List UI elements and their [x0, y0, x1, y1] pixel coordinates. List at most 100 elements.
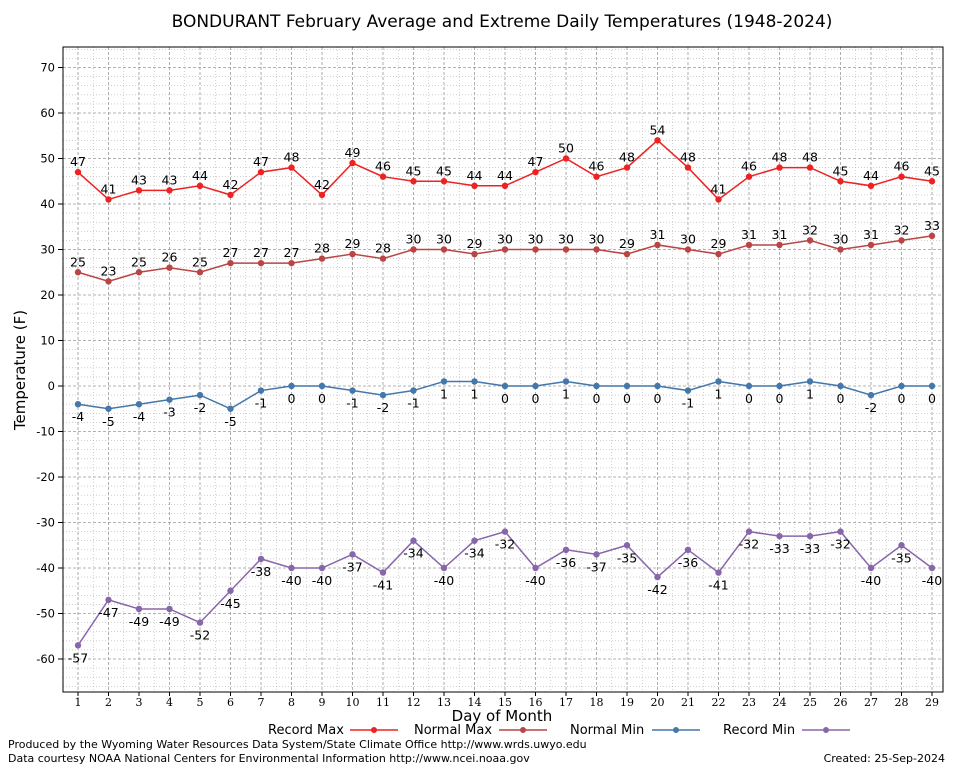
data-label-normal-min: 1 — [715, 386, 723, 401]
data-label-normal-max: 31 — [772, 227, 788, 242]
data-label-normal-max: 32 — [894, 222, 910, 237]
data-label-record-min: -40 — [525, 573, 545, 588]
data-point-record-min — [227, 587, 234, 594]
data-label-record-max: 46 — [894, 159, 910, 174]
data-point-record-max — [623, 164, 631, 171]
data-label-record-min: -35 — [891, 550, 911, 565]
data-point-normal-min — [562, 378, 570, 385]
data-point-record-min — [349, 551, 356, 558]
data-label-normal-max: 30 — [497, 232, 513, 247]
data-label-normal-min: -4 — [133, 409, 146, 424]
data-point-normal-min — [440, 378, 448, 385]
data-point-normal-max — [166, 264, 173, 271]
data-point-normal-min — [837, 382, 844, 390]
data-label-normal-min: 0 — [898, 391, 906, 406]
data-label-record-max: 43 — [131, 172, 147, 187]
data-label-record-min: -35 — [617, 550, 637, 565]
data-point-record-max — [410, 178, 417, 185]
data-label-record-min: -34 — [403, 546, 423, 561]
x-tick-label: 28 — [895, 696, 909, 709]
data-label-record-min: -33 — [769, 541, 789, 556]
y-tick-label: -10 — [36, 425, 55, 439]
data-label-normal-min: -5 — [224, 414, 236, 429]
series-normal-max: 25 23 25 26 25 27 27 27 28 29 28 30 30 29 30 30 30 30 29 31… — [70, 218, 940, 285]
data-point-record-min — [471, 537, 478, 544]
data-label-record-min: -40 — [922, 573, 942, 588]
data-point-normal-min — [196, 391, 204, 399]
data-point-normal-min — [776, 382, 783, 390]
data-point-normal-min — [928, 382, 936, 390]
data-label-normal-min: -1 — [346, 396, 358, 411]
data-label-normal-max: 23 — [101, 263, 117, 278]
footer-created-date: Created: 25-Sep-2024 — [824, 752, 945, 765]
data-label-record-max: 48 — [772, 150, 788, 165]
data-point-record-min — [837, 528, 844, 535]
footer-produced-by: Produced by the Wyoming Water Resources … — [8, 738, 587, 751]
data-point-normal-min — [379, 391, 387, 399]
x-tick-label: 6 — [227, 696, 234, 709]
data-label-normal-max: 32 — [802, 222, 818, 237]
legend-marker-normal-max — [520, 727, 526, 733]
data-point-record-max — [684, 164, 692, 171]
data-point-normal-max — [562, 246, 570, 253]
data-point-normal-max — [501, 246, 509, 253]
data-label-normal-min: 1 — [806, 386, 814, 401]
data-label-normal-min: -3 — [163, 405, 175, 420]
data-point-normal-max — [745, 241, 753, 249]
y-tick-label: -40 — [36, 561, 55, 575]
data-label-record-min: -32 — [739, 537, 759, 552]
data-point-normal-min — [257, 387, 265, 394]
data-label-record-max: 42 — [223, 177, 239, 192]
data-label-record-max: 48 — [802, 150, 818, 165]
data-label-normal-min: 1 — [440, 386, 448, 401]
data-point-normal-max — [379, 255, 387, 262]
data-label-normal-min: 0 — [288, 391, 296, 406]
data-point-record-max — [74, 168, 82, 176]
data-point-record-min — [898, 542, 905, 549]
data-point-record-min — [379, 569, 387, 576]
x-tick-label: 3 — [136, 696, 143, 709]
x-tick-label: 10 — [346, 696, 360, 709]
data-point-record-max — [501, 182, 509, 189]
data-point-record-max — [837, 178, 844, 185]
data-point-normal-max — [257, 259, 265, 267]
x-tick-label: 1 — [75, 696, 82, 709]
data-label-record-min: -36 — [678, 555, 698, 570]
x-tick-label: 25 — [803, 696, 817, 709]
data-point-record-min — [867, 564, 875, 572]
x-tick-label: 14 — [468, 696, 482, 709]
data-point-normal-max — [654, 241, 661, 249]
legend-label-record-min: Record Min — [723, 723, 795, 738]
data-point-normal-min — [410, 387, 417, 394]
data-label-normal-max: 29 — [711, 236, 727, 251]
x-tick-label: 16 — [529, 696, 543, 709]
data-point-normal-min — [898, 382, 905, 390]
data-label-normal-max: 31 — [741, 227, 757, 242]
data-point-record-max — [806, 164, 814, 171]
data-label-record-max: 46 — [741, 159, 757, 174]
data-label-normal-max: 31 — [650, 227, 666, 242]
x-tick-label: 8 — [288, 696, 295, 709]
data-point-normal-min — [227, 405, 234, 412]
data-point-record-max — [257, 168, 265, 176]
data-point-normal-max — [593, 246, 600, 253]
data-point-record-max — [928, 178, 936, 185]
data-point-record-min — [410, 537, 417, 544]
data-label-record-max: 48 — [284, 150, 300, 165]
y-tick-label: 20 — [40, 288, 55, 302]
x-tick-label: 9 — [319, 696, 326, 709]
data-point-record-max — [715, 196, 722, 203]
chart-title: BONDURANT February Average and Extreme D… — [172, 12, 833, 32]
legend-marker-record-min — [823, 727, 829, 733]
data-label-normal-max: 30 — [833, 232, 849, 247]
data-point-normal-min — [471, 378, 478, 385]
series-record-max: 47 41 43 43 44 42 47 48 42 49 46 45 45 44 44 47 50 46 48 54… — [70, 122, 940, 203]
data-point-normal-min — [74, 401, 82, 408]
x-axis-label: Day of Month — [452, 707, 553, 725]
data-label-record-max: 45 — [406, 163, 422, 178]
data-point-record-min — [105, 596, 112, 604]
data-point-record-max — [471, 182, 478, 189]
data-label-record-min: -32 — [495, 537, 515, 552]
data-point-record-min — [928, 564, 936, 572]
